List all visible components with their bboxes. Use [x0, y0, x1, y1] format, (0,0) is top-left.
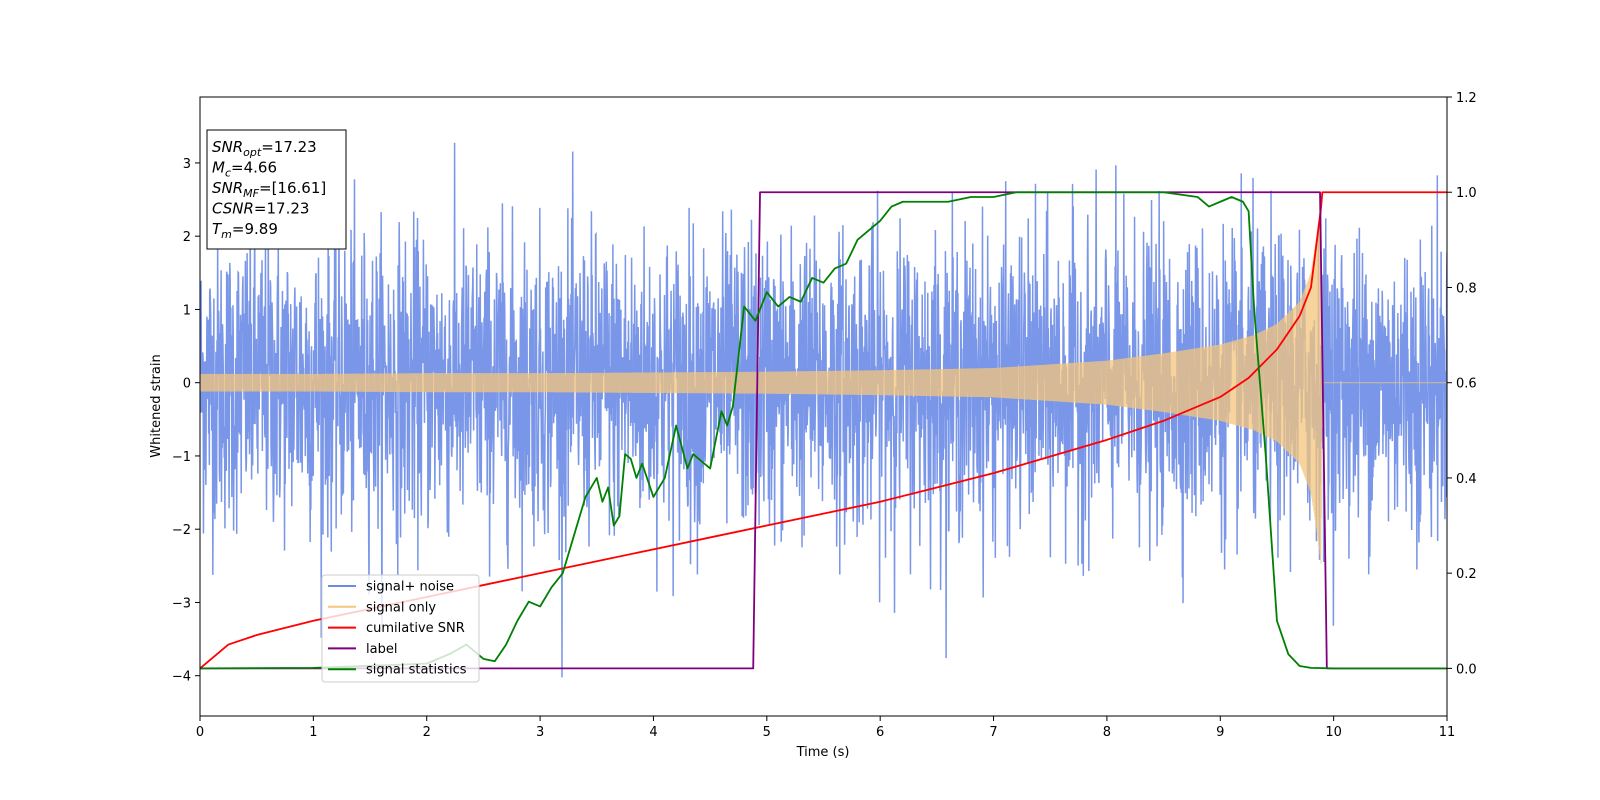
y-right-tick-label: 0.2 [1456, 567, 1477, 582]
plot-frame [199, 96, 1448, 717]
annotation-line: Mc=4.66 [212, 159, 277, 180]
series-signal-statistics-line [200, 191, 1447, 670]
y-left-tick-label: −3 [172, 596, 191, 611]
annotation-subscript: opt [243, 146, 262, 159]
x-tick-label: 2 [423, 725, 431, 740]
y-right-tick-label: 0.0 [1456, 662, 1477, 677]
legend: signal+ noise signal only cumilative SNR la… [321, 574, 480, 683]
legend-label: signal statistics [366, 663, 467, 678]
y-left-tick-label: 0 [183, 377, 191, 392]
x-tick-label: 7 [989, 725, 997, 740]
x-tick-label: 11 [1439, 725, 1456, 740]
annotation-symbol: M [212, 159, 225, 177]
annotation-symbol: T [212, 220, 223, 238]
annotation-symbol: SNR [212, 138, 243, 156]
annotation-subscript: MF [243, 187, 259, 200]
annotation-subscript: m [221, 228, 232, 241]
x-tick-label: 3 [536, 725, 544, 740]
x-tick-label: 8 [1103, 725, 1111, 740]
annotation-value: =17.23 [261, 138, 317, 156]
annotation-symbol: SNR [212, 179, 243, 197]
y-left-tick-label: 3 [183, 157, 191, 172]
y-right-tick-label: 1.0 [1456, 186, 1477, 201]
y-left-tick-label: 1 [183, 303, 191, 318]
x-tick-label: 4 [649, 725, 657, 740]
legend-label: signal+ noise [366, 580, 454, 595]
x-tick-label: 9 [1216, 725, 1224, 740]
x-tick-label: 1 [309, 725, 317, 740]
y-axis-right: 0.0 0.2 0.4 0.6 0.8 1.0 1.2 [1447, 91, 1477, 677]
annotation-value: =[16.61] [259, 179, 326, 197]
y-left-tick-label: 2 [183, 230, 191, 245]
y-right-tick-label: 1.2 [1456, 91, 1477, 106]
y-axis-label: Whitened strain [149, 354, 164, 457]
x-tick-label: 5 [763, 725, 771, 740]
annotation-line: CSNR=17.23 [212, 200, 309, 218]
annotation-value: =17.23 [254, 200, 310, 218]
x-tick-label: 6 [876, 725, 884, 740]
legend-label: signal only [366, 600, 436, 615]
legend-entries: signal+ noise signal only cumilative SNR la… [328, 580, 467, 678]
annotation-frame [206, 129, 347, 250]
annotation-line: SNRMF=[16.61] [212, 179, 326, 200]
annotation-line: SNRopt=17.23 [212, 138, 317, 159]
y-right-tick-label: 0.6 [1456, 377, 1477, 392]
legend-label: label [366, 642, 397, 657]
y-left-tick-label: −4 [172, 670, 191, 685]
y-axis-left: −4 −3 −2 −1 0 1 2 3 [172, 157, 200, 685]
annotation-line: Tm=9.89 [212, 220, 278, 241]
annotation-value: =9.89 [232, 220, 278, 238]
snr-annotation-box: SNRopt=17.23Mc=4.66SNRMF=[16.61]CSNR=17.… [206, 129, 347, 250]
y-right-tick-label: 0.4 [1456, 472, 1477, 487]
x-tick-label: 10 [1325, 725, 1342, 740]
x-axis-label: Time (s) [796, 745, 850, 760]
legend-label: cumilative SNR [366, 621, 465, 636]
y-left-tick-label: −2 [172, 523, 191, 538]
legend-frame [321, 574, 480, 683]
annotation-lines: SNRopt=17.23Mc=4.66SNRMF=[16.61]CSNR=17.… [212, 138, 326, 241]
annotation-subscript: c [225, 167, 231, 180]
annotation-value: =4.66 [231, 159, 277, 177]
y-left-tick-label: −1 [172, 450, 191, 465]
x-tick-label: 0 [196, 725, 204, 740]
y-right-tick-label: 0.8 [1456, 281, 1477, 296]
series-signal-only-line [200, 201, 1447, 564]
x-axis: 0 1 2 3 4 5 6 7 8 9 10 11 [196, 716, 1455, 740]
annotation-symbol: CSNR [212, 200, 254, 218]
